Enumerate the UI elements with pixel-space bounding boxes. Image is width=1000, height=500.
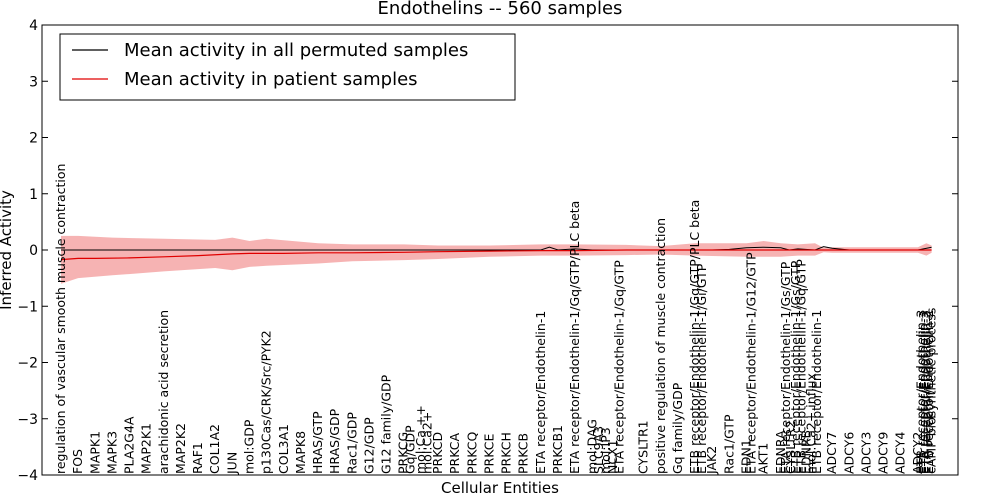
plot-area: [60, 235, 932, 284]
x-category-label: PRKCA: [447, 433, 462, 474]
x-category-label: mol:Ca2+ influx: [804, 373, 819, 474]
x-category-label: COL1A2: [207, 424, 222, 474]
x-category-label: ETB receptor/Endothelin-1: [809, 310, 824, 474]
x-category-label: RAF1: [190, 442, 205, 474]
x-axis-category-labels: regulation of vascular smooth muscle con…: [53, 164, 939, 475]
x-category-label: ETA receptor/Endothelin-3: [916, 311, 931, 474]
x-category-label: PRKCH: [499, 432, 514, 474]
x-category-label: p130Cas/CRK/Src/PYK2: [259, 330, 274, 474]
x-category-label: ADCY3: [859, 432, 874, 474]
x-category-label: MAP2K2: [173, 423, 188, 474]
x-category-label: COL3A1: [276, 424, 291, 474]
y-tick-label: 4: [29, 18, 38, 34]
legend-label-permuted: Mean activity in all permuted samples: [124, 40, 468, 61]
x-category-label: HRAS/GDP: [327, 408, 342, 474]
x-category-label: ETB receptor/Endothelin-1/Gq/GTP: [793, 259, 808, 474]
y-tick-label: −4: [17, 468, 38, 484]
legend-box: [59, 33, 516, 101]
x-category-label: ETB receptor/Endothelin-3: [913, 310, 928, 474]
x-category-label: AKT1: [756, 443, 771, 474]
x-category-label: EDN1: [739, 439, 754, 474]
x-category-label: ETB receptor/Endothelin-1/Gi/GTP: [694, 263, 709, 474]
x-category-label: ETB receptor/Endothelin-1/Gq/GTP/PLC bet…: [687, 200, 702, 474]
x-category-label: SLC9A3: [591, 426, 606, 474]
x-category-label: ADCY4: [893, 432, 908, 474]
x-category-label: NCX1: [605, 439, 620, 474]
x-category-label: PRKCE: [481, 434, 496, 474]
x-category-label: cAMP biosynthetic process: [924, 308, 939, 474]
x-category-label: MAPK3: [104, 431, 119, 474]
y-tick-label: −2: [17, 356, 38, 372]
x-category-label: ETA receptor/Endothelin-2: [918, 311, 933, 474]
x-category-label: PRKCB: [516, 433, 531, 474]
x-category-label: arachidonic acid secretion: [156, 310, 171, 474]
x-category-label: ETA receptor/Endothelin-1/G12/GTP: [744, 252, 759, 474]
legend-label-patient: Mean activity in patient samples: [124, 69, 418, 90]
chart-title: Endothelins -- 560 samples: [378, 0, 623, 19]
x-category-label: ETB receptor/Endothelin-2: [921, 310, 936, 474]
x-category-label: G12 family/GDP: [379, 374, 394, 474]
x-category-label: EDNRB: [799, 430, 814, 474]
y-tick-label: 2: [29, 131, 38, 147]
x-category-label: Rac1/GTP: [721, 414, 736, 474]
x-category-label: mol:IP3: [598, 427, 613, 474]
x-category-label: Rac1/GDP: [344, 412, 359, 474]
x-category-label: mol:DAG: [584, 419, 599, 474]
x-category-label: ADCY6: [841, 432, 856, 474]
x-category-label: HRAS/GTP: [310, 411, 325, 474]
x-category-label: MAPK8: [293, 431, 308, 474]
x-category-label: regulation of vascular smooth muscle con…: [53, 164, 68, 474]
x-axis-label: Cellular Entities: [441, 479, 559, 497]
patient-mean-line: [60, 249, 932, 261]
x-category-label: G12/GDP: [362, 417, 377, 474]
y-tick-label: −3: [17, 412, 38, 428]
x-category-label: Gq/GDP: [403, 425, 418, 474]
x-category-label: ADCY7: [824, 432, 839, 474]
y-axis-ticks: 4 3 2 1 0 −1 −2 −3 −4: [17, 18, 958, 484]
x-category-label: Gq family/GDP: [670, 382, 685, 474]
x-category-label: CYSLTR2: [783, 420, 798, 474]
y-tick-label: 3: [29, 74, 38, 90]
x-category-label: PRKCD: [430, 432, 445, 474]
x-category-label: mol:Ca2+: [420, 412, 435, 474]
x-category-label: FOS: [70, 449, 85, 474]
x-category-label: ADCY9: [876, 432, 891, 474]
x-category-label: MAPK1: [87, 431, 102, 474]
legend: Mean activity in all permuted samples Me…: [59, 33, 516, 101]
x-category-label: PLA2G4A: [122, 416, 137, 474]
x-category-label: MAP2K1: [139, 423, 154, 474]
y-tick-label: 0: [29, 243, 38, 259]
x-category-label: PRKCQ: [464, 432, 479, 474]
x-category-label: mol:GDP: [242, 419, 257, 474]
y-tick-label: −1: [17, 299, 38, 315]
x-category-label: mol:Ca ++: [413, 405, 428, 474]
x-category-label: JAK2: [704, 446, 719, 475]
x-category-label: ETA receptor/Endothelin-1: [533, 311, 548, 474]
plot-frame: [41, 24, 959, 476]
x-category-label: ETA receptor/Endothelin-1/Gs/GTP: [778, 261, 793, 474]
confidence-band: [61, 235, 932, 284]
x-category-label: ETA receptor/Endothelin-1/Gq/GTP: [612, 260, 627, 474]
x-category-label: CYSLTR1: [636, 420, 651, 474]
y-axis-label: Inferred Activity: [0, 190, 15, 310]
x-category-label: JUN: [224, 452, 239, 475]
x-category-label: ETB receptor/Endothelin-1/Gs/GTP: [788, 260, 803, 474]
x-category-label: ADCY2: [910, 432, 925, 474]
x-category-label: ETA receptor/Endothelin-1/Gq/GTP/PLC bet…: [567, 201, 582, 474]
x-category-label: PRKCB1: [550, 425, 565, 474]
x-category-label: EDNRA: [773, 430, 788, 474]
x-category-label: PRKCG: [396, 432, 411, 474]
x-category-label: positive regulation of muscle contractio…: [653, 218, 668, 474]
y-tick-label: 1: [29, 187, 38, 203]
